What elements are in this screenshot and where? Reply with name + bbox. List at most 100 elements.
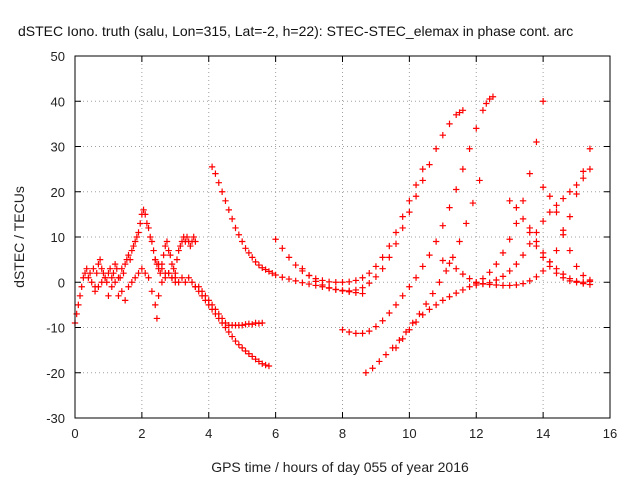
- y-tick-label: -20: [46, 366, 65, 381]
- data-point: [98, 279, 105, 286]
- data-point: [432, 238, 440, 245]
- data-point: [580, 174, 587, 182]
- data-point: [432, 145, 440, 152]
- data-point: [372, 323, 380, 330]
- data-point: [190, 233, 197, 241]
- data-point: [238, 344, 246, 352]
- data-point: [372, 273, 380, 281]
- data-point: [546, 258, 554, 266]
- data-point: [238, 322, 246, 329]
- data-point: [178, 274, 186, 281]
- data-point: [76, 292, 84, 300]
- data-point: [111, 260, 119, 268]
- data-point: [439, 131, 447, 139]
- data-point: [580, 280, 587, 287]
- data-point: [526, 224, 533, 232]
- data-point: [553, 247, 560, 254]
- data-point: [506, 236, 513, 243]
- y-tick-label: -10: [46, 321, 65, 336]
- data-point: [245, 249, 253, 257]
- data-point: [412, 181, 420, 189]
- data-point: [175, 247, 182, 254]
- data-point: [513, 220, 520, 227]
- data-point: [422, 300, 430, 308]
- data-point: [369, 365, 376, 372]
- data-point: [269, 270, 276, 277]
- data-point: [580, 272, 587, 279]
- x-tick-label: 8: [339, 426, 346, 441]
- data-point: [183, 233, 191, 241]
- data-point: [459, 286, 467, 294]
- data-point: [170, 265, 177, 272]
- data-point: [566, 275, 574, 282]
- data-point: [147, 233, 154, 241]
- data-point: [573, 278, 580, 285]
- data-point: [519, 251, 527, 259]
- data-point: [285, 275, 293, 283]
- data-point: [265, 362, 273, 370]
- data-point: [131, 238, 139, 245]
- data-point: [285, 254, 293, 261]
- data-point: [252, 355, 259, 363]
- data-point: [533, 138, 540, 146]
- data-point: [426, 306, 433, 313]
- series-13: [539, 184, 594, 284]
- data-point: [412, 193, 420, 200]
- data-point: [95, 260, 102, 268]
- data-point: [312, 278, 319, 285]
- data-point: [473, 125, 480, 132]
- x-tick-labels: 0 2 4 6 8 10 12 14 16: [71, 426, 617, 441]
- data-point: [399, 213, 406, 220]
- data-point: [486, 279, 493, 286]
- data-point: [202, 297, 209, 304]
- data-point: [446, 293, 453, 300]
- series-14: [526, 224, 594, 288]
- data-point: [539, 217, 547, 225]
- data-point: [580, 168, 587, 175]
- data-point: [235, 231, 243, 238]
- data-point: [456, 109, 463, 116]
- y-tick-label: 40: [51, 94, 65, 109]
- data-point: [519, 280, 527, 287]
- data-point: [426, 161, 433, 168]
- data-point: [359, 290, 366, 297]
- data-point: [345, 278, 353, 285]
- data-point: [192, 238, 199, 245]
- data-point: [175, 279, 182, 286]
- data-point: [259, 360, 266, 367]
- data-point: [416, 310, 423, 318]
- data-point: [466, 275, 473, 282]
- data-point: [539, 184, 547, 191]
- data-point: [160, 251, 167, 259]
- data-point: [459, 107, 467, 114]
- data-point: [526, 240, 533, 247]
- data-point: [111, 279, 119, 286]
- data-point: [406, 283, 413, 290]
- data-point: [392, 301, 400, 309]
- data-point: [553, 265, 560, 272]
- data-point: [242, 347, 249, 355]
- data-point: [332, 286, 340, 293]
- x-tick-label: 12: [469, 426, 483, 441]
- data-point: [155, 260, 162, 268]
- data-point: [140, 206, 147, 214]
- data-point: [228, 215, 236, 223]
- data-point: [429, 290, 436, 297]
- data-point: [78, 283, 85, 290]
- data-point: [86, 270, 94, 277]
- series-7: [339, 93, 497, 337]
- data-point: [222, 324, 229, 331]
- x-tick-label: 2: [138, 426, 145, 441]
- data-point: [98, 265, 105, 272]
- data-point: [533, 229, 540, 236]
- y-tick-label: 20: [51, 185, 65, 200]
- data-point: [466, 145, 473, 152]
- data-point: [173, 256, 181, 263]
- data-point: [255, 261, 263, 269]
- data-point: [573, 263, 580, 270]
- data-point: [392, 240, 400, 247]
- data-point: [83, 265, 90, 272]
- data-point: [546, 193, 554, 200]
- data-point: [345, 328, 353, 336]
- data-point: [392, 229, 400, 236]
